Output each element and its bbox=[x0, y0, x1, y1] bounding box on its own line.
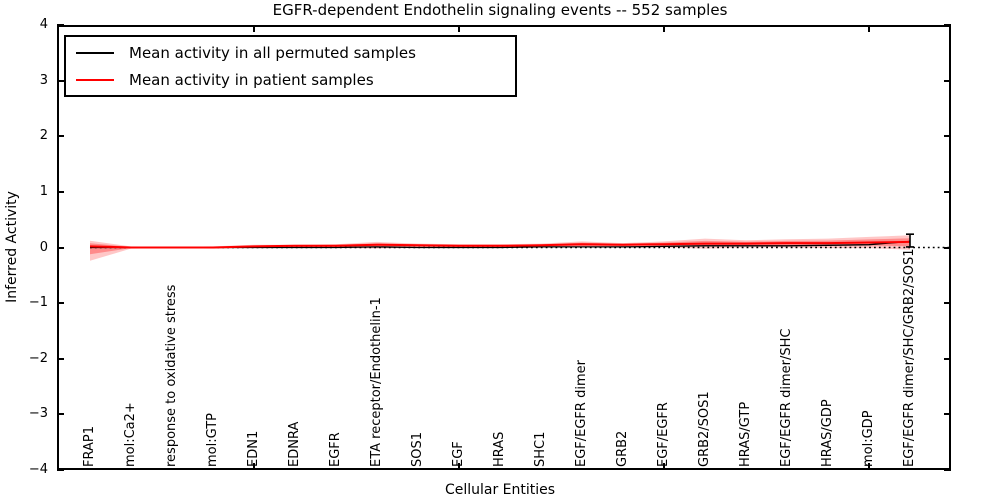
last-point-errorbar bbox=[906, 233, 914, 248]
x-tick-top bbox=[458, 25, 460, 32]
legend-label: Mean activity in patient samples bbox=[129, 70, 374, 89]
y-tick-left bbox=[57, 190, 64, 193]
y-tick-right bbox=[944, 24, 951, 26]
y-tick-right bbox=[944, 469, 951, 471]
chart-canvas bbox=[89, 233, 951, 261]
y-tick-right bbox=[944, 190, 951, 193]
y-tick-right bbox=[944, 413, 951, 416]
y-tick-right bbox=[944, 246, 951, 249]
legend-item-patient: Mean activity in patient samples bbox=[76, 71, 505, 89]
x-category-label: GRB2/SOS1 bbox=[697, 391, 712, 467]
y-axis-title-text: Inferred Activity bbox=[4, 191, 20, 303]
legend-line-sample-red bbox=[76, 78, 114, 81]
y-tick-left bbox=[57, 357, 64, 360]
x-category-label: mol:GDP bbox=[861, 410, 876, 467]
y-tick-label: 4 bbox=[39, 17, 48, 32]
y-tick-label: −1 bbox=[28, 295, 48, 311]
y-tick-label: −2 bbox=[28, 350, 48, 366]
x-category-label: EGF/EGFR bbox=[656, 402, 671, 467]
x-category-label: HRAS/GDP bbox=[820, 399, 835, 467]
y-tick-label: 3 bbox=[39, 72, 48, 88]
x-category-label: EDNRA bbox=[287, 421, 302, 467]
y-tick-left bbox=[57, 302, 64, 305]
y-tick-right bbox=[944, 135, 951, 138]
x-category-label: SOS1 bbox=[410, 431, 425, 467]
y-tick-left bbox=[57, 246, 64, 249]
y-tick-right bbox=[944, 79, 951, 82]
x-category-label: EGFR bbox=[328, 432, 343, 467]
x-category-label: HRAS bbox=[492, 431, 507, 467]
y-tick-label: 0 bbox=[39, 239, 48, 255]
x-tick-bottom bbox=[663, 463, 665, 470]
x-category-label: ETA receptor/Endothelin-1 bbox=[369, 297, 384, 467]
x-tick-bottom bbox=[458, 463, 460, 470]
x-tick-bottom bbox=[253, 463, 255, 470]
x-category-label: SHC1 bbox=[533, 431, 548, 467]
x-category-label: FRAP1 bbox=[82, 426, 97, 467]
x-category-label: GRB2 bbox=[615, 430, 630, 467]
y-tick-right bbox=[944, 302, 951, 305]
x-category-label: EGF bbox=[451, 441, 466, 467]
legend-item-permuted: Mean activity in all permuted samples bbox=[76, 44, 505, 62]
y-tick-left bbox=[57, 413, 64, 416]
x-category-label: mol:GTP bbox=[205, 413, 220, 467]
x-axis-title: Cellular Entities bbox=[444, 482, 556, 498]
legend: Mean activity in all permuted samples Me… bbox=[64, 35, 517, 97]
x-tick-top bbox=[253, 25, 255, 32]
x-tick-top bbox=[868, 25, 870, 32]
x-category-label: EGF/EGFR dimer bbox=[574, 360, 589, 467]
x-tick-bottom bbox=[868, 463, 870, 470]
x-tick-top bbox=[663, 25, 665, 32]
patient-mean-line bbox=[89, 240, 911, 249]
y-tick-left bbox=[57, 135, 64, 138]
x-category-label: response to oxidative stress bbox=[164, 284, 179, 467]
y-tick-label: 2 bbox=[39, 128, 48, 144]
x-category-label: mol:Ca2+ bbox=[123, 402, 138, 467]
y-tick-label: −4 bbox=[28, 462, 48, 477]
y-tick-left bbox=[57, 469, 64, 471]
x-category-label: EDN1 bbox=[246, 430, 261, 467]
x-category-label: EGF/EGFR dimer/SHC bbox=[779, 328, 794, 467]
y-tick-label: 1 bbox=[39, 183, 48, 199]
legend-label: Mean activity in all permuted samples bbox=[129, 43, 416, 62]
y-tick-label: −3 bbox=[28, 406, 48, 422]
y-tick-right bbox=[944, 357, 951, 360]
x-category-label: HRAS/GTP bbox=[738, 401, 753, 467]
x-category-label: EGF/EGFR dimer/SHC/GRB2/SOS1 bbox=[902, 248, 917, 468]
legend-line-sample-black bbox=[76, 51, 114, 54]
y-tick-left bbox=[57, 24, 64, 26]
chart-title: EGFR-dependent Endothelin signaling even… bbox=[272, 1, 728, 19]
y-tick-left bbox=[57, 79, 64, 82]
